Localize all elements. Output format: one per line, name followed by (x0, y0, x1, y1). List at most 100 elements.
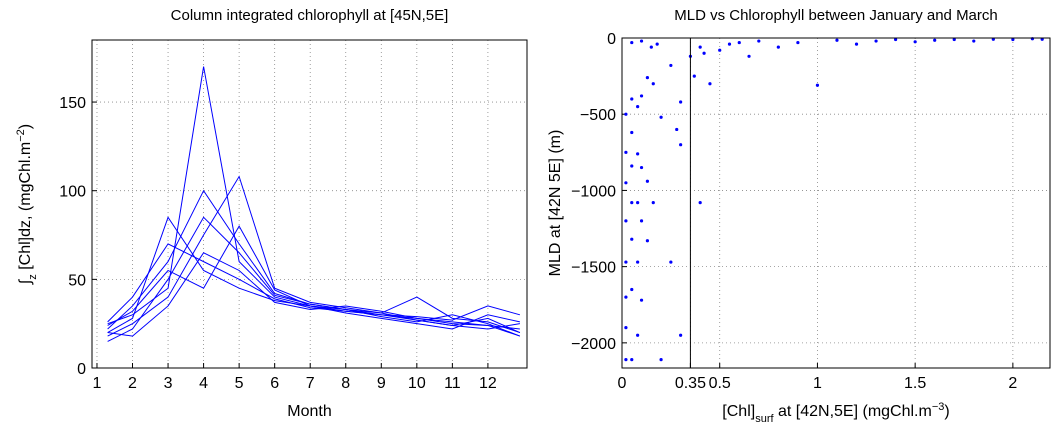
point (796, 40, 800, 45)
point (645, 239, 650, 243)
point (639, 298, 644, 302)
x-tick-label: 8 (341, 375, 350, 392)
point (675, 127, 679, 132)
x-tick-label: 1 (93, 375, 102, 392)
point (972, 39, 976, 43)
point (645, 76, 650, 80)
y-tick-label: −1500 (571, 260, 616, 277)
point (708, 82, 712, 86)
point (639, 219, 644, 223)
x-tick-label: 1 (813, 375, 822, 392)
point (630, 358, 634, 362)
x-tick-label: 10 (408, 375, 426, 392)
y-tick-label: 150 (59, 95, 86, 112)
label-part: ∫ (17, 278, 34, 285)
point (624, 326, 628, 330)
point (636, 152, 640, 156)
point (651, 82, 655, 86)
point (655, 42, 659, 46)
y-tick-label: −2000 (571, 336, 616, 353)
point (624, 112, 628, 116)
series-line (107, 216, 521, 342)
series-line (107, 189, 521, 337)
point (702, 51, 706, 55)
y-tick-label: 100 (59, 184, 86, 201)
x-tick-label: 3 (164, 375, 173, 392)
point (630, 237, 634, 241)
point (698, 45, 702, 49)
point (659, 358, 663, 362)
point (630, 201, 634, 205)
point (624, 260, 628, 264)
point (636, 333, 640, 337)
point (679, 143, 683, 147)
x-tick-label: 5 (235, 375, 244, 392)
x-tick-label: 9 (377, 375, 386, 392)
point (624, 358, 628, 362)
x-tick-label: 12 (479, 375, 497, 392)
point (636, 201, 640, 205)
x-tick-label: 1.5 (904, 375, 926, 392)
point (776, 45, 780, 49)
y-tick-label: 50 (68, 272, 86, 289)
point (636, 260, 640, 264)
label-part: MLD at [42N 5E] (m) (547, 130, 564, 277)
point (651, 201, 655, 205)
point (624, 181, 628, 185)
point (639, 39, 644, 43)
point (835, 38, 839, 42)
label-part: −2 (15, 129, 27, 142)
series-line (107, 252, 521, 337)
y-tick-label: −1000 (571, 183, 616, 200)
point (894, 37, 898, 42)
point (874, 39, 878, 43)
axis-label: ∫z [Chl]dz, (mgChl.m−2) (15, 124, 39, 285)
x-tick-label: 0.35 (675, 375, 706, 392)
label-part: −3 (932, 401, 945, 413)
chart-title: Column integrated chlorophyll at [45N,5E… (171, 7, 449, 24)
series-line (107, 216, 521, 333)
point (679, 333, 683, 337)
point (815, 83, 820, 87)
point (854, 42, 859, 46)
point (952, 37, 956, 42)
series-line (107, 243, 521, 323)
point (639, 165, 644, 170)
point (645, 179, 650, 183)
point (630, 164, 634, 168)
point (669, 63, 673, 68)
label-part: at [42N,5E] (mgChl.m (774, 403, 932, 420)
point (639, 94, 644, 98)
label-part: z (27, 274, 39, 280)
point (659, 115, 663, 119)
x-tick-label: 11 (444, 375, 461, 392)
point (698, 201, 702, 205)
label-part: [Chl] (722, 403, 755, 420)
point (636, 104, 640, 109)
series-line (107, 66, 520, 330)
point (624, 219, 628, 223)
point (933, 38, 937, 42)
x-tick-label: 7 (306, 375, 315, 392)
label-part: surf (755, 413, 774, 425)
label-part: ) (17, 124, 34, 129)
x-tick-label: 0.5 (709, 375, 731, 392)
plot-frame (91, 39, 528, 369)
point (727, 42, 732, 46)
point (624, 295, 628, 299)
point (692, 74, 696, 78)
point (649, 45, 653, 49)
axis-label: Month (287, 403, 331, 420)
point (630, 40, 634, 45)
point (757, 39, 761, 43)
label-part: [Chl]dz, (mgChl.m (17, 142, 34, 274)
point (747, 54, 751, 58)
label-part: Month (287, 403, 331, 420)
point (718, 48, 722, 52)
point (624, 150, 628, 154)
x-tick-label: 2 (128, 375, 137, 392)
point (630, 97, 634, 101)
chart-title: MLD vs Chlorophyll between January and M… (674, 7, 998, 24)
x-tick-label: 6 (270, 375, 279, 392)
